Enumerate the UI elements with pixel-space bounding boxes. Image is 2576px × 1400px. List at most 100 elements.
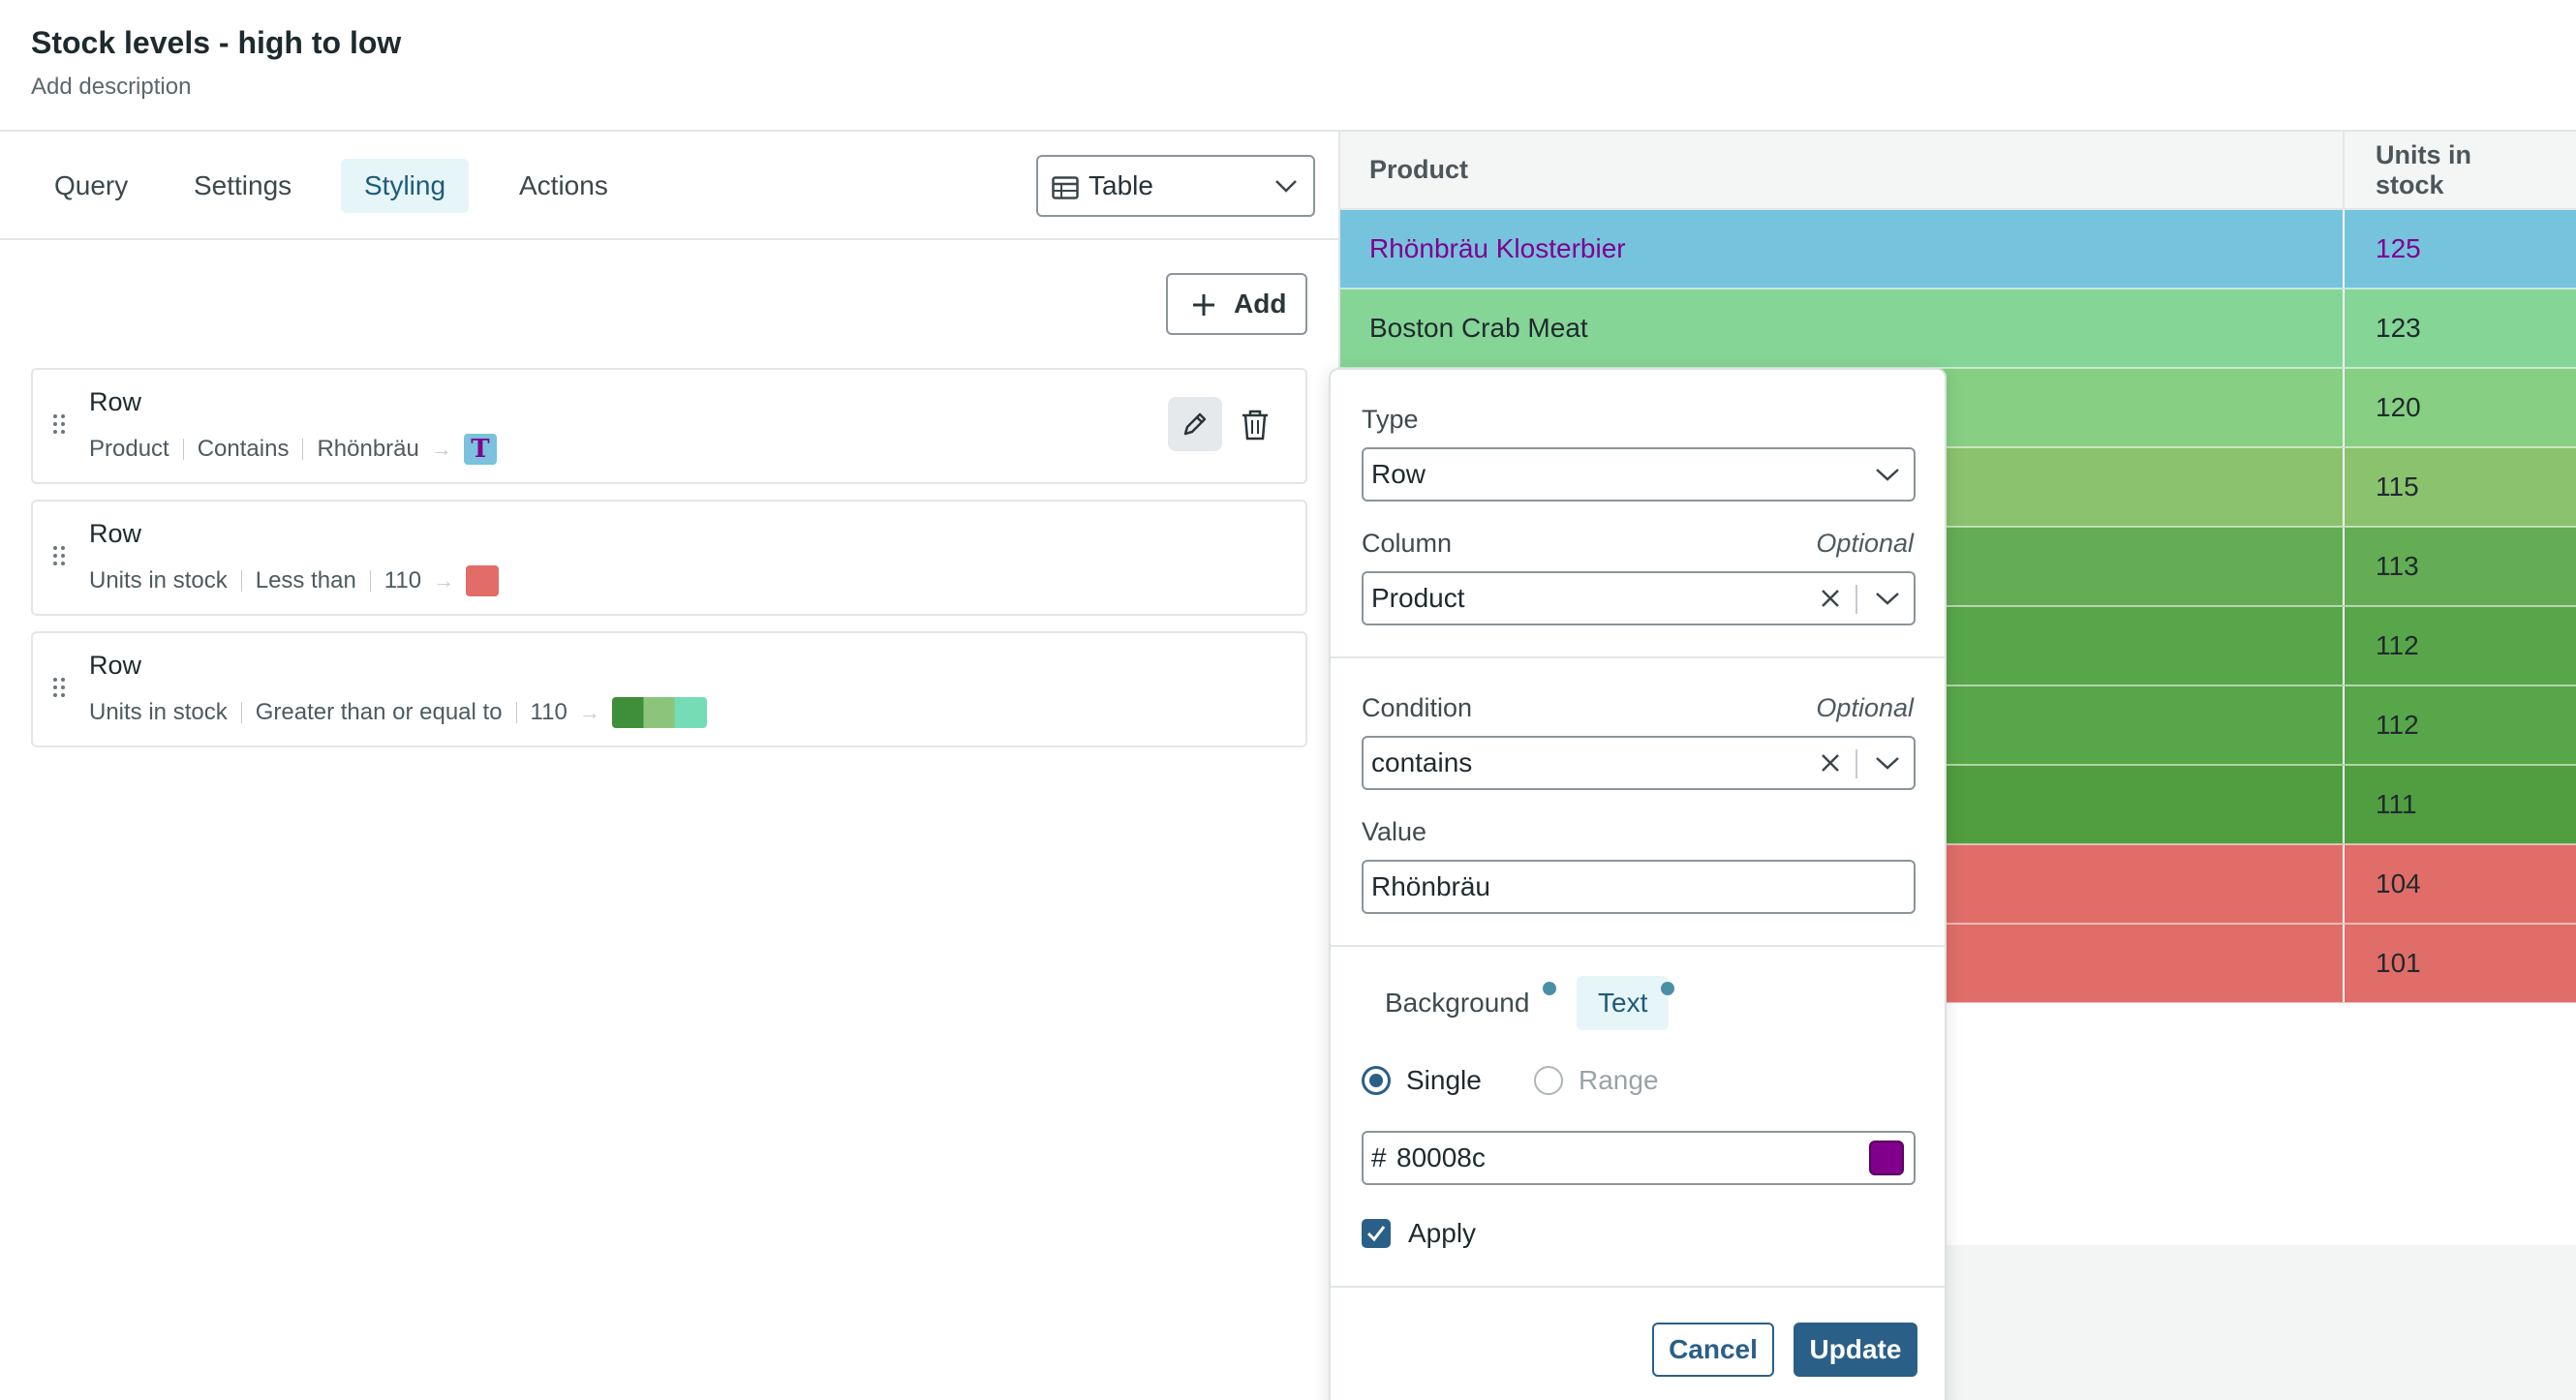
clear-icon[interactable] (1819, 587, 1842, 610)
tab-styling[interactable]: Styling (341, 159, 470, 213)
single-radio[interactable]: Single (1362, 1065, 1482, 1096)
column-header-units-in-stock[interactable]: Units in stock (2343, 132, 2576, 210)
separator (1855, 585, 1857, 614)
color-picker-swatch[interactable] (1869, 1141, 1904, 1175)
indicator-dot (1543, 982, 1557, 995)
column-value: Product (1371, 583, 1465, 613)
cell-units-in-stock: 104 (2343, 844, 2576, 925)
visualization-type-select[interactable]: Table (1036, 155, 1315, 217)
checkmark-icon (1366, 1226, 1386, 1242)
rule-title: Row (89, 519, 142, 548)
add-rule-button[interactable]: Add (1166, 273, 1307, 335)
add-rule-label: Add (1234, 289, 1287, 319)
style-rule-card[interactable]: Row Product Contains Rhönbräu → T (31, 368, 1307, 484)
apply-label: Apply (1408, 1218, 1477, 1248)
cell-units-in-stock: 123 (2343, 289, 2576, 369)
range-radio[interactable]: Range (1534, 1065, 1659, 1096)
style-rule-card[interactable]: Row Units in stock Less than 110 → (31, 500, 1307, 616)
radio-button-unchecked[interactable] (1534, 1066, 1563, 1095)
column-header-product[interactable]: Product (1340, 132, 2344, 210)
drag-handle-icon[interactable] (52, 412, 66, 436)
divider (1331, 1286, 1945, 1288)
type-label: Type (1362, 405, 1419, 434)
apply-checkbox-row[interactable]: Apply (1362, 1218, 1476, 1249)
color-swatch (466, 565, 500, 596)
rule-editor-popover: Type Row Column Optional Product Conditi… (1329, 368, 1947, 1400)
separator (240, 570, 242, 592)
trash-icon[interactable] (1240, 409, 1271, 441)
cell-units-in-stock: 115 (2343, 447, 2576, 528)
separator (1855, 749, 1857, 778)
type-value: Row (1371, 459, 1426, 489)
hex-color-input[interactable]: # 80008c (1362, 1131, 1916, 1185)
arrow-right-icon: → (430, 437, 452, 461)
rule-condition: Less than (255, 567, 356, 593)
hex-prefix: # (1371, 1142, 1387, 1172)
chevron-down-icon[interactable] (1875, 753, 1900, 773)
color-range-swatch (611, 697, 707, 728)
tab-text[interactable]: Text (1577, 976, 1675, 1030)
rule-summary: Product Contains Rhönbräu → T (89, 434, 497, 465)
cell-units-in-stock: 101 (2343, 924, 2576, 1004)
single-radio-label: Single (1406, 1065, 1482, 1095)
value-input-text: Rhönbräu (1371, 871, 1490, 901)
cell-product: Boston Crab Meat (1340, 289, 2344, 369)
divider (1331, 656, 1945, 658)
cell-units-in-stock: 113 (2343, 527, 2576, 607)
update-button[interactable]: Update (1794, 1323, 1917, 1377)
rule-title: Row (89, 651, 142, 680)
cell-units-in-stock: 125 (2343, 209, 2576, 289)
editor-tabs: Query Settings Styling Actions Table (0, 132, 1338, 240)
chevron-down-icon[interactable] (1875, 589, 1900, 608)
drag-handle-icon[interactable] (52, 676, 66, 699)
tab-background-label: Background (1385, 988, 1530, 1018)
range-radio-label: Range (1579, 1065, 1659, 1095)
table-row[interactable]: Rhönbräu Klosterbier 125 (1340, 209, 2576, 289)
add-description-link[interactable]: Add description (31, 74, 192, 100)
rule-column: Units in stock (89, 567, 228, 593)
column-label: Column (1362, 529, 1453, 558)
column-optional-label: Optional (1816, 529, 1914, 558)
tab-settings[interactable]: Settings (194, 170, 292, 200)
header-divider (0, 130, 2576, 132)
column-select[interactable]: Product (1362, 571, 1916, 625)
plus-icon (1193, 294, 1214, 316)
drag-handle-icon[interactable] (52, 544, 66, 567)
visualization-type-label: Table (1089, 170, 1153, 200)
tab-actions[interactable]: Actions (519, 170, 608, 200)
rule-column: Units in stock (89, 699, 228, 725)
rule-summary: Units in stock Greater than or equal to … (89, 697, 707, 728)
arrow-right-icon: → (433, 568, 455, 593)
cell-product: Rhönbräu Klosterbier (1340, 209, 2344, 289)
rule-value: Rhönbräu (317, 436, 419, 462)
rule-summary: Units in stock Less than 110 → (89, 565, 500, 596)
separator (302, 439, 304, 460)
edit-rule-button[interactable] (1168, 397, 1222, 451)
divider (1331, 945, 1945, 947)
style-rule-card[interactable]: Row Units in stock Greater than or equal… (31, 631, 1307, 747)
table-row[interactable]: Boston Crab Meat 123 (1340, 289, 2576, 369)
cell-units-in-stock: 111 (2343, 765, 2576, 845)
cancel-button[interactable]: Cancel (1652, 1323, 1774, 1377)
tab-text-label: Text (1598, 988, 1648, 1018)
tab-query[interactable]: Query (54, 170, 129, 200)
radio-button-checked[interactable] (1362, 1066, 1391, 1095)
table-icon (1052, 176, 1079, 199)
value-input[interactable]: Rhönbräu (1362, 860, 1916, 914)
table-header-row: Product Units in stock (1340, 132, 2576, 210)
separator (240, 702, 242, 723)
condition-select[interactable]: contains (1362, 736, 1916, 790)
cell-units-in-stock: 112 (2343, 606, 2576, 686)
chevron-down-icon (1876, 469, 1899, 481)
separator (182, 439, 184, 460)
clear-icon[interactable] (1819, 751, 1842, 775)
condition-label: Condition (1362, 693, 1473, 722)
rule-column: Product (89, 436, 169, 462)
tab-background[interactable]: Background (1364, 976, 1557, 1030)
apply-checkbox[interactable] (1362, 1219, 1391, 1248)
condition-optional-label: Optional (1816, 693, 1914, 722)
type-select[interactable]: Row (1362, 447, 1916, 502)
text-color-swatch: T (463, 434, 497, 465)
rule-condition: Contains (197, 436, 290, 462)
hex-value: 80008c (1396, 1142, 1486, 1172)
